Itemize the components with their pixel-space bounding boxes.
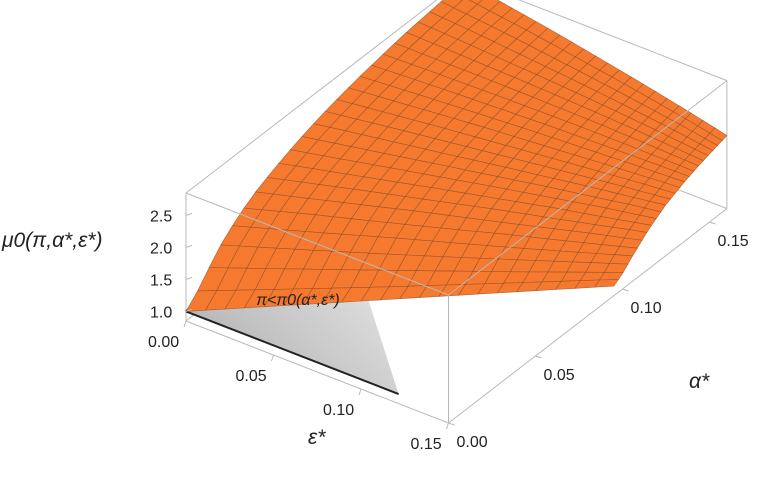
- x-tick-mark: [183, 320, 187, 328]
- z-tick-label: 1.5: [150, 272, 172, 289]
- x-axis-label: ε*: [308, 426, 326, 449]
- z-tick-label: 2.0: [150, 240, 172, 257]
- box-edge-front-0: [185, 320, 449, 424]
- surface-cell: [185, 290, 218, 312]
- z-tick-mark: [185, 212, 193, 216]
- z-tick-label: 2.5: [150, 208, 172, 225]
- x-tick-label: 0.15: [411, 436, 442, 453]
- x-tick-mark: [271, 354, 274, 362]
- z-axis-label: μ0(π,α*,ε*): [1, 229, 102, 252]
- x-tick-label: 0.00: [148, 334, 179, 351]
- box-edge-front-1: [448, 208, 728, 424]
- y-tick-label: 0.10: [631, 300, 662, 317]
- box-edge-front-4: [448, 80, 728, 296]
- y-axis-label: α*: [689, 370, 710, 393]
- z-tick-label: 1.0: [150, 304, 172, 321]
- x-tick-label: 0.05: [236, 368, 267, 385]
- box-edge-back-3: [185, 0, 438, 194]
- y-tick-label: 0.05: [544, 367, 575, 384]
- box-edge-front-3: [185, 192, 449, 296]
- bounding-box-front-edges: [185, 80, 728, 424]
- z-tick-mark: [185, 276, 193, 280]
- x-tick-mark: [358, 388, 362, 396]
- z-tick-mark: [185, 308, 193, 312]
- z-tick-mark: [185, 244, 193, 248]
- y-tick-label: 0.15: [718, 233, 749, 250]
- x-tick-label: 0.10: [323, 402, 354, 419]
- axis-ticks: 1.0 1.5 2.0 2.5 0.00 0.05 0.10 0.15 0.00 0.05 0.10…: [148, 208, 749, 453]
- region-label: π<π0(α*,ε*): [256, 292, 339, 309]
- box-edge-back-4: [518, 0, 728, 82]
- y-tick-mark: [535, 355, 542, 359]
- x-tick-mark: [446, 422, 449, 430]
- y-tick-mark: [448, 422, 455, 426]
- region-edge-bottom: [185, 310, 399, 395]
- y-tick-mark: [622, 288, 629, 292]
- surface-mesh: [185, 0, 728, 312]
- y-tick-mark: [709, 221, 716, 225]
- y-tick-label: 0.00: [457, 434, 488, 451]
